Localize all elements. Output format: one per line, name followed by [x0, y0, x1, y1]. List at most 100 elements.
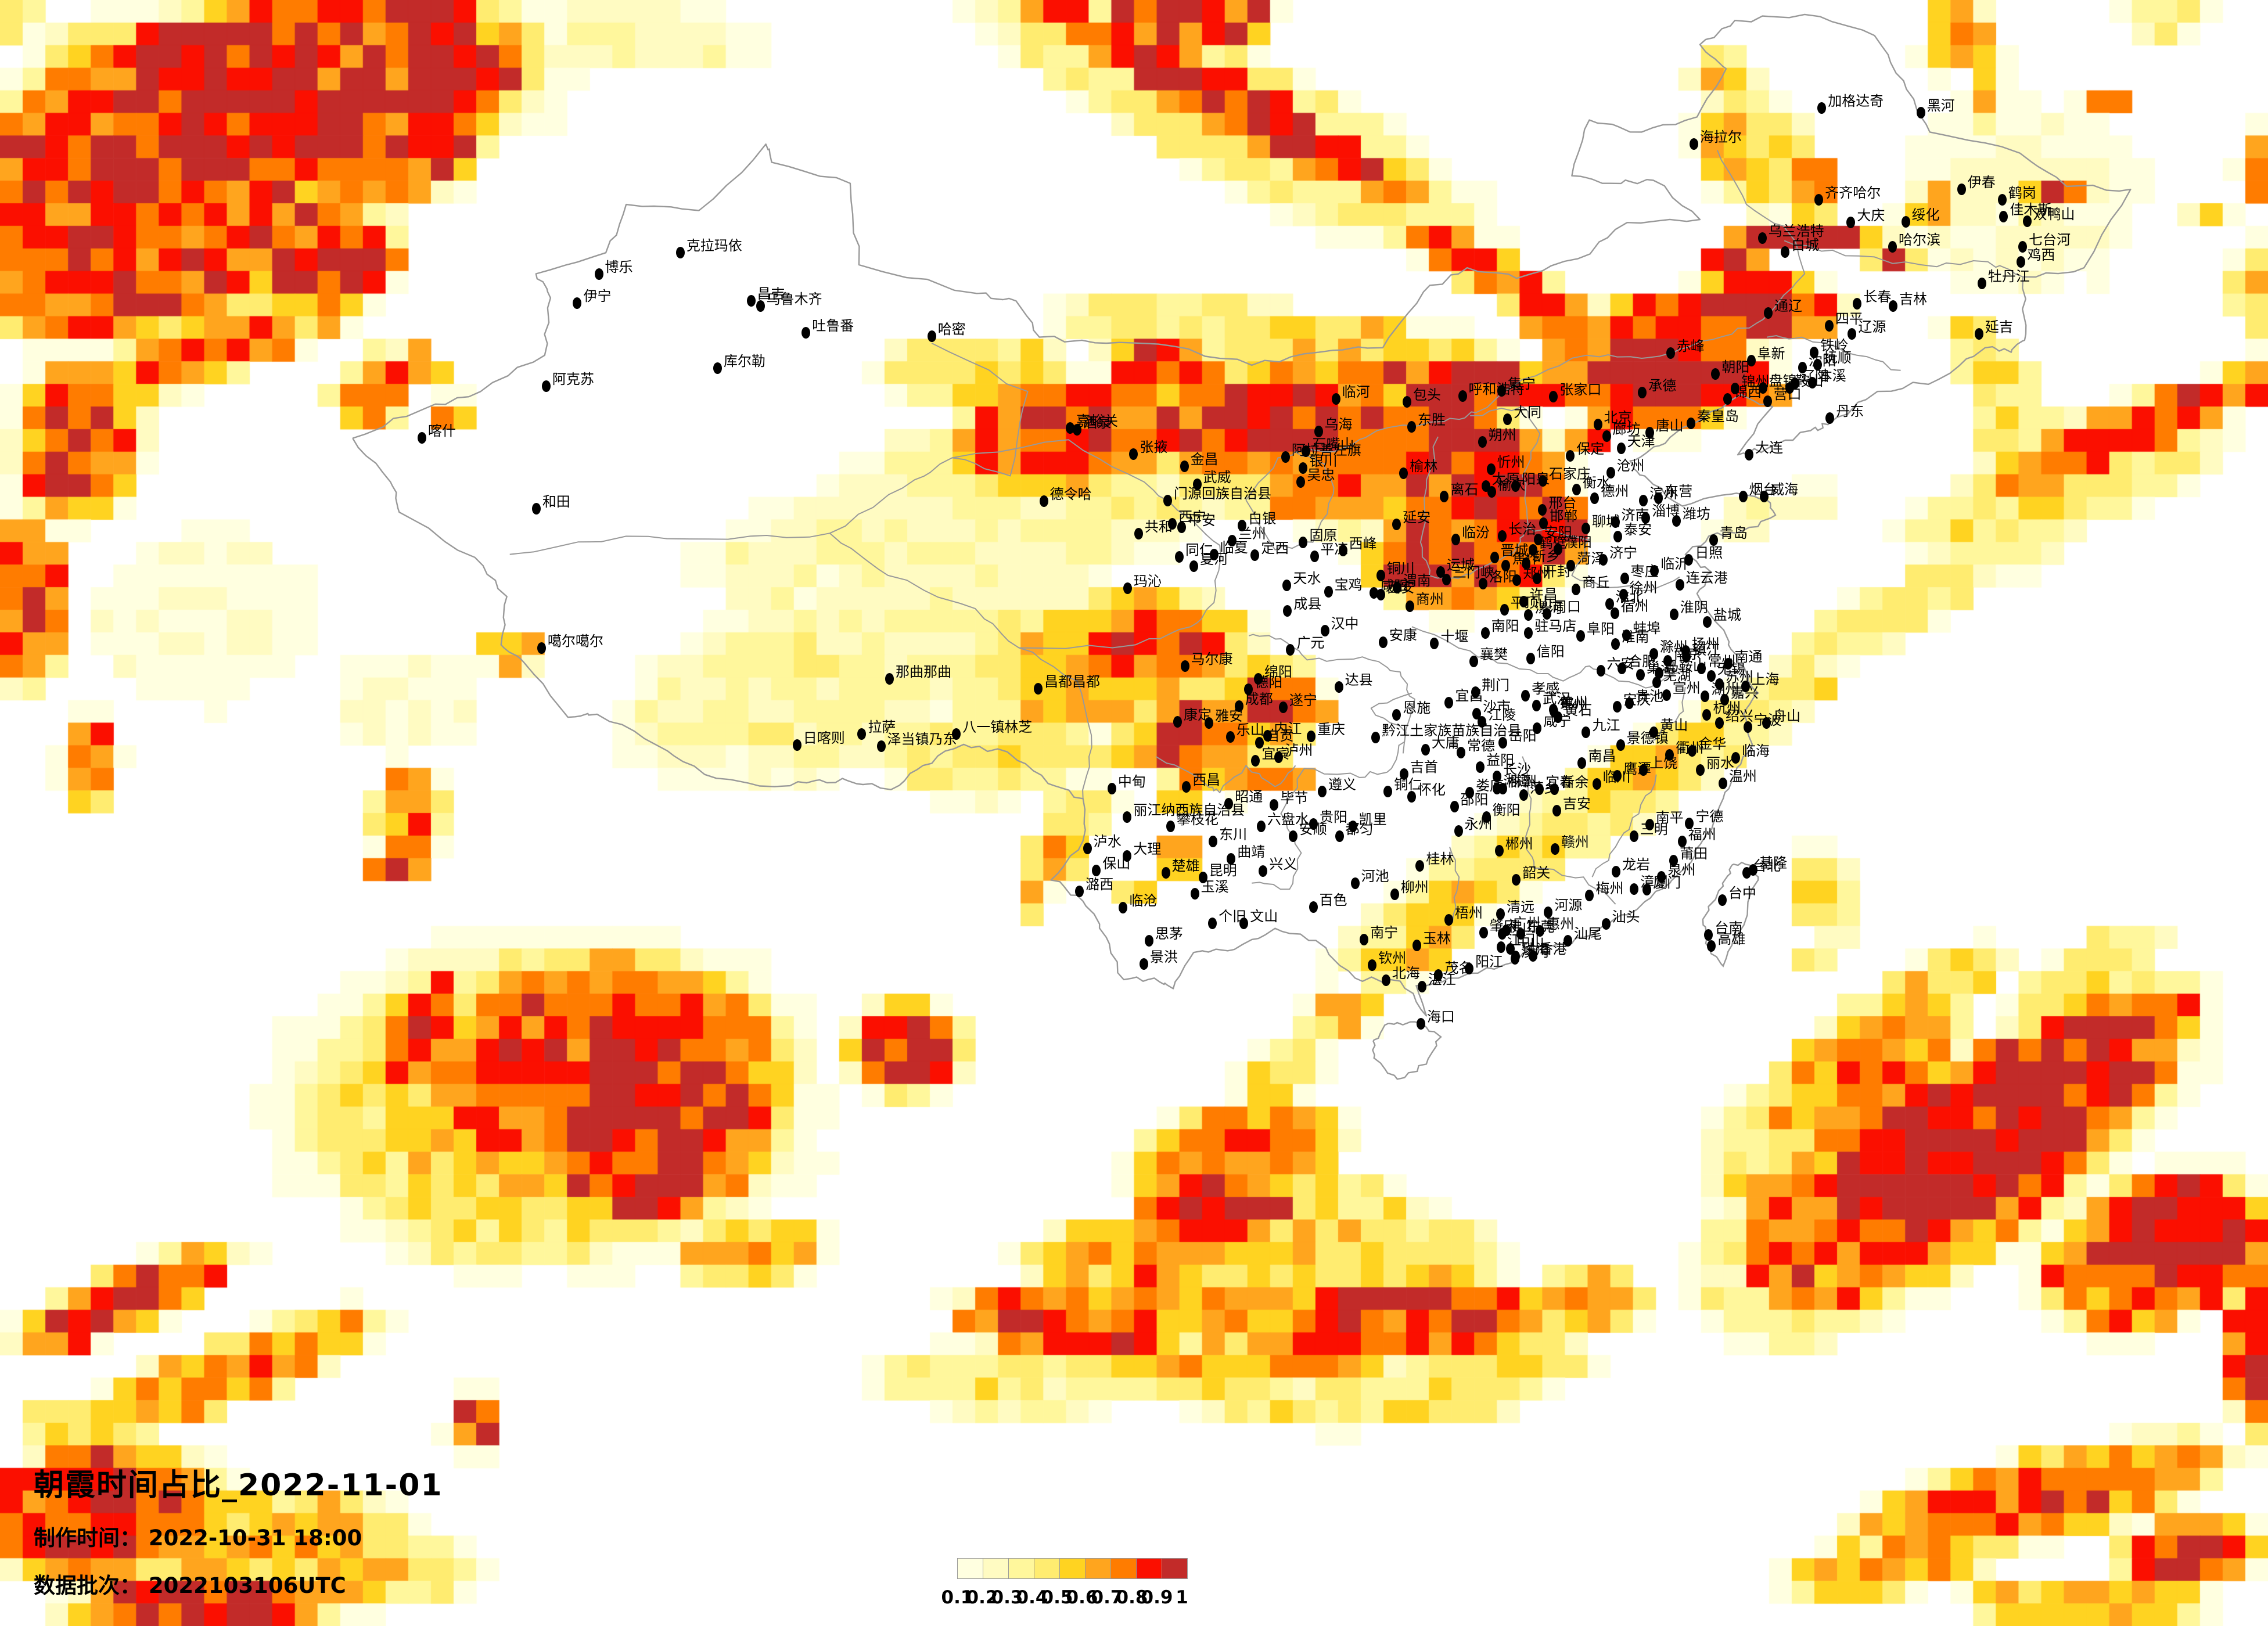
city-label: 阿克苏 — [552, 371, 594, 388]
city-dot — [1572, 484, 1581, 496]
city-dot — [1715, 717, 1724, 729]
city-dot — [1702, 709, 1712, 721]
city-dot — [1576, 629, 1585, 642]
city-label: 阜新 — [1757, 346, 1785, 362]
city-dot — [1259, 865, 1268, 877]
city-dot — [1505, 942, 1515, 955]
city-dot — [1814, 194, 1824, 206]
city-label: 博乐 — [605, 258, 633, 275]
city-dot — [1684, 553, 1694, 566]
legend-swatch — [1085, 1558, 1111, 1579]
city-dot — [1536, 925, 1545, 937]
city-dot — [1538, 474, 1547, 487]
city-label: 咸宁 — [1543, 713, 1572, 729]
city-dot — [1611, 516, 1620, 528]
city-label: 南阳 — [1491, 617, 1519, 634]
city-label: 库尔勒 — [723, 353, 765, 370]
city-dot — [1538, 504, 1547, 516]
city-label: 海拉尔 — [1699, 129, 1742, 146]
city-dot — [1760, 491, 1769, 503]
city-label: 河源 — [1554, 897, 1583, 913]
city-label: 宿州 — [1620, 598, 1649, 614]
city-dot — [1234, 700, 1243, 712]
city-label: 固原 — [1309, 527, 1338, 544]
title-block: 朝霞时间占比_2022-11-01 制作时间： 2022-10-31 18:00… — [34, 1460, 443, 1599]
city-label: 德州 — [1601, 483, 1629, 500]
city-dot — [1649, 647, 1658, 660]
legend-tick: 0.2 — [966, 1587, 998, 1608]
city-dot — [1497, 384, 1507, 397]
city-label: 哈尔滨 — [1899, 231, 1941, 248]
city-dot — [1350, 877, 1360, 889]
city-label: 永州 — [1464, 816, 1493, 833]
city-label: 安顺 — [1299, 821, 1327, 838]
city-label: 河池 — [1361, 868, 1389, 884]
city-label: 赣州 — [1561, 834, 1589, 851]
city-label: 菏泽 — [1577, 550, 1605, 567]
city-dot — [1263, 730, 1273, 742]
city-dot — [1251, 755, 1260, 767]
city-dot — [1629, 830, 1638, 842]
city-label: 丽水 — [1706, 754, 1734, 771]
city-dot — [594, 268, 603, 280]
city-label: 玉溪 — [1201, 878, 1229, 895]
city-dot — [1412, 940, 1421, 952]
city-dot — [1550, 783, 1559, 795]
city-dot — [1465, 963, 1474, 975]
city-label: 吉首 — [1410, 759, 1438, 776]
legend-tick-labels: 0.1 0.2 0.3 0.4 0.5 0.6 0.7 0.8 0.9 1 — [941, 1587, 1188, 1610]
city-dot — [1622, 629, 1631, 641]
city-label: 三明 — [1640, 821, 1668, 837]
city-label: 临海 — [1741, 743, 1770, 760]
city-label: 唐山 — [1655, 418, 1684, 434]
city-label: 石家庄 — [1548, 465, 1591, 482]
city-label: 榆林 — [1410, 458, 1438, 475]
city-dot — [1227, 853, 1236, 865]
city-label: 基隆 — [1759, 855, 1788, 872]
city-label: 金华 — [1698, 736, 1727, 753]
city-dot — [1688, 745, 1697, 757]
city-label: 温州 — [1728, 768, 1757, 785]
city-dot — [1399, 467, 1408, 480]
city-label: 保定 — [1576, 440, 1605, 457]
city-dot — [1613, 530, 1623, 542]
city-dot — [1487, 485, 1496, 498]
city-label: 惠州 — [1546, 916, 1575, 933]
province-border — [1650, 686, 1686, 742]
city-label: 丹东 — [1836, 402, 1864, 419]
city-label: 平安 — [1188, 512, 1216, 528]
city-label: 徐州 — [1629, 580, 1658, 596]
legend-tick: 0.5 — [1041, 1587, 1073, 1608]
city-dot — [1434, 969, 1443, 981]
city-dot — [1296, 476, 1306, 488]
city-label: 六盘水 — [1267, 811, 1309, 828]
city-label: 乌海 — [1324, 416, 1353, 433]
city-dot — [1402, 395, 1411, 408]
city-label: 共和 — [1144, 519, 1173, 535]
city-label: 张家口 — [1559, 382, 1602, 398]
city-label: 运城 — [1446, 556, 1475, 573]
city-label: 宁德 — [1695, 808, 1724, 825]
city-label: 日照 — [1695, 544, 1723, 561]
city-label: 毕节 — [1280, 789, 1309, 806]
province-border — [1155, 756, 1296, 793]
city-dot — [1253, 673, 1263, 685]
city-dot — [1299, 462, 1308, 474]
city-dot — [1501, 560, 1511, 572]
city-label: 驻马店 — [1534, 617, 1577, 634]
city-label: 昌吉 — [757, 285, 785, 302]
legend-tick: 0.4 — [1016, 1587, 1048, 1608]
city-label: 滨州 — [1649, 485, 1678, 502]
city-dot — [1392, 519, 1401, 531]
city-dot — [1825, 412, 1835, 424]
city-dot — [1652, 677, 1662, 689]
city-label: 广州 — [1512, 915, 1541, 932]
city-label: 锦州 — [1741, 373, 1770, 390]
city-dot — [713, 362, 722, 375]
city-dot — [1454, 825, 1463, 837]
city-dot — [1512, 874, 1521, 886]
city-label: 阳泉 — [1522, 471, 1550, 488]
city-dot — [1209, 548, 1219, 560]
city-label: 三门峡 — [1452, 564, 1494, 581]
city-dot — [1521, 557, 1530, 570]
